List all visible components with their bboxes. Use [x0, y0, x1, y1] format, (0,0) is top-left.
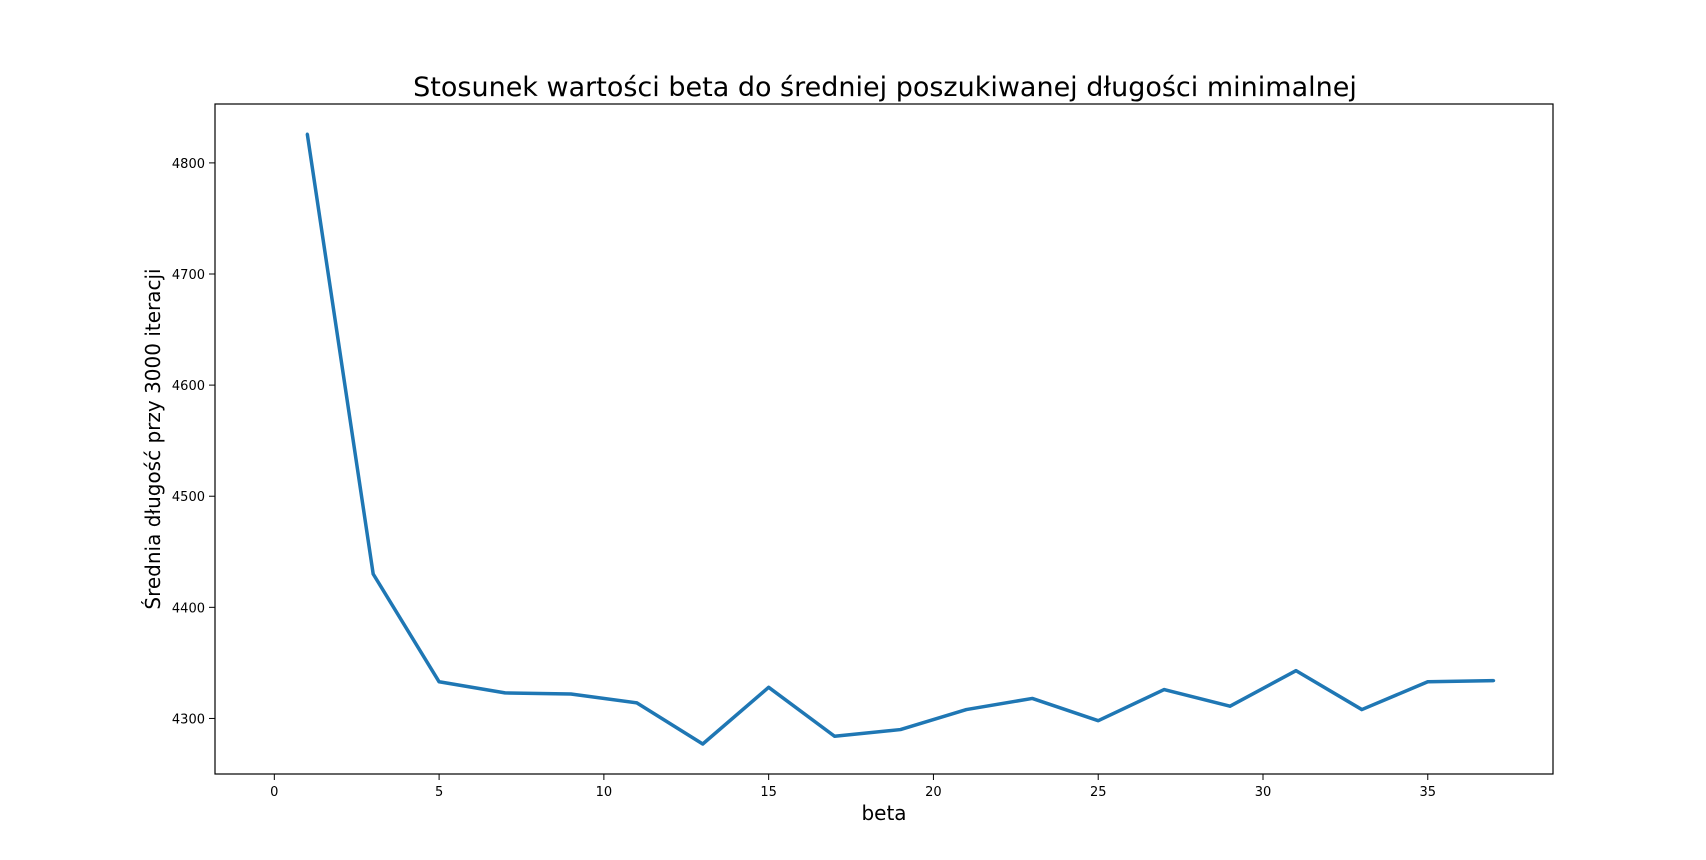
x-tick-label: 30 — [1255, 785, 1272, 800]
y-axis: 4300 4400 4500 4600 4700 4800 — [172, 157, 215, 727]
x-tick-label: 10 — [596, 785, 613, 800]
x-tick-label: 5 — [435, 785, 443, 800]
y-tick-label: 4700 — [172, 268, 205, 283]
data-point — [569, 692, 573, 696]
x-tick-label: 25 — [1090, 785, 1107, 800]
data-point — [1096, 719, 1100, 723]
data-point — [437, 680, 441, 684]
data-point — [701, 742, 705, 746]
y-tick-label: 4400 — [172, 601, 205, 616]
data-point — [1294, 669, 1298, 673]
data-point — [635, 701, 639, 705]
data-point — [1030, 696, 1034, 700]
series-line — [305, 133, 1494, 746]
y-axis-label: Średnia długość przy 3000 iteracji — [141, 268, 165, 609]
chart-title: Stosunek wartości beta do średniej poszu… — [413, 72, 1357, 103]
data-point — [305, 132, 309, 136]
x-tick-label: 0 — [270, 785, 278, 800]
data-point — [833, 734, 837, 738]
x-axis: 0 5 10 15 20 25 30 35 — [270, 774, 1436, 800]
x-axis-label: beta — [861, 801, 906, 825]
data-point — [371, 572, 375, 576]
data-point — [1426, 680, 1430, 684]
data-point — [767, 685, 771, 689]
data-point — [898, 728, 902, 732]
x-tick-label: 15 — [760, 785, 777, 800]
y-tick-label: 4800 — [172, 157, 205, 172]
data-point — [1228, 704, 1232, 708]
data-point — [1492, 679, 1496, 683]
plot-frame — [214, 103, 1554, 775]
y-tick-label: 4300 — [172, 712, 205, 727]
data-point — [503, 691, 507, 695]
y-tick-label: 4600 — [172, 379, 205, 394]
x-tick-label: 20 — [925, 785, 942, 800]
plot-area — [305, 132, 1496, 746]
data-point — [1360, 708, 1364, 712]
data-point — [964, 708, 968, 712]
x-tick-label: 35 — [1419, 785, 1436, 800]
y-tick-label: 4500 — [172, 490, 205, 505]
data-point — [1162, 688, 1166, 692]
